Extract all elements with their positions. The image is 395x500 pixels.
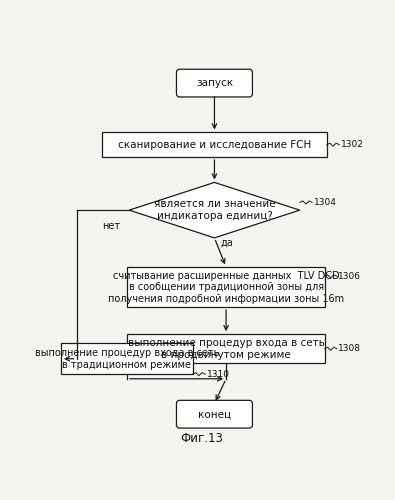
- Bar: [127, 334, 325, 364]
- Text: является ли значение
индикатора единиц?: является ли значение индикатора единиц?: [154, 200, 275, 221]
- Polygon shape: [129, 182, 300, 238]
- Text: да: да: [221, 238, 233, 248]
- Text: запуск: запуск: [196, 78, 233, 88]
- Bar: [127, 267, 325, 307]
- Text: конец: конец: [198, 409, 231, 419]
- FancyBboxPatch shape: [177, 69, 252, 97]
- Text: выполнение процедур входа в сеть
в традиционном режиме: выполнение процедур входа в сеть в тради…: [35, 348, 219, 370]
- Text: 1304: 1304: [314, 198, 337, 207]
- Text: 1308: 1308: [339, 344, 361, 353]
- Text: сканирование и исследование FCH: сканирование и исследование FCH: [118, 140, 311, 149]
- FancyBboxPatch shape: [177, 400, 252, 428]
- Bar: [102, 132, 327, 157]
- Text: 1302: 1302: [341, 140, 364, 149]
- Text: выполнение процедур входа в сеть
в продвинутом режиме: выполнение процедур входа в сеть в продв…: [128, 338, 325, 359]
- Text: 1306: 1306: [339, 272, 361, 281]
- Text: считывание расширенные данных  TLV DCD
в сообщении традиционной зоны для
получен: считывание расширенные данных TLV DCD в …: [108, 270, 344, 304]
- Text: Фиг.13: Фиг.13: [181, 432, 224, 446]
- Text: нет: нет: [102, 220, 120, 230]
- Text: 1310: 1310: [207, 370, 230, 378]
- Bar: [61, 344, 193, 374]
